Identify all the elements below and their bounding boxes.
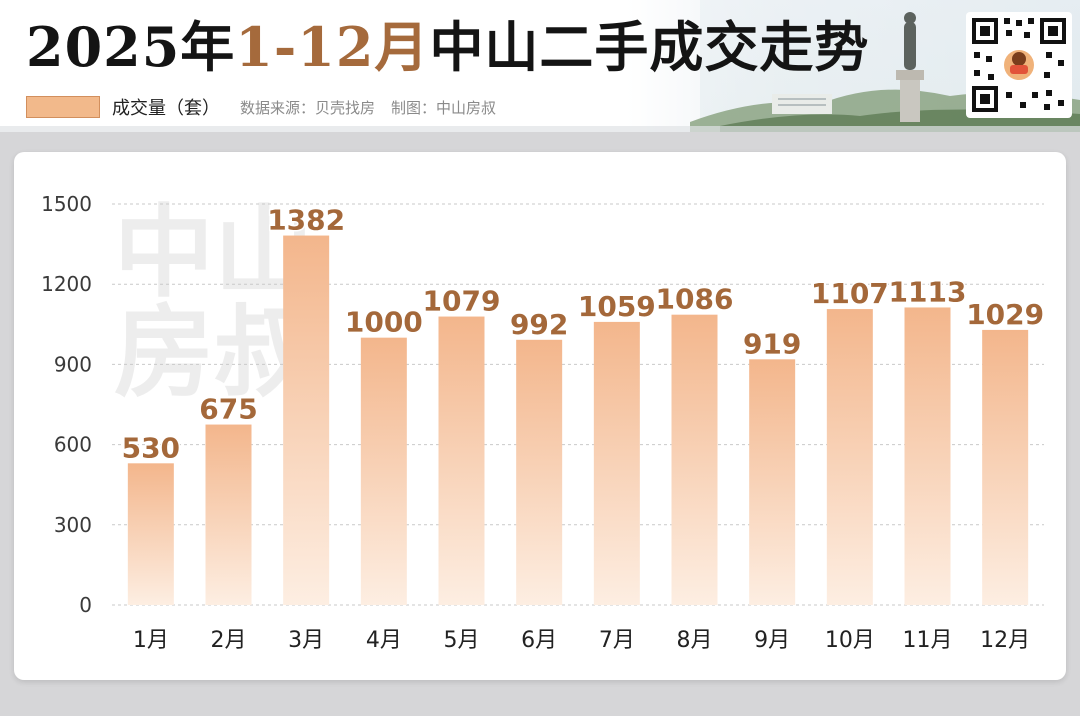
- x-tick-label: 12月: [980, 628, 1030, 653]
- y-tick-label: 0: [79, 593, 92, 617]
- x-tick-label: 1月: [133, 628, 169, 653]
- legend: 成交量（套） 数据来源：贝壳找房 制图：中山房叔: [26, 94, 512, 120]
- data-label: 919: [743, 327, 801, 360]
- bar: [749, 359, 796, 605]
- x-tick-label: 6月: [521, 628, 557, 653]
- bar: [982, 329, 1029, 605]
- x-tick-label: 3月: [288, 628, 324, 653]
- page-title: 2025年1-12月中山二手成交走势: [26, 14, 869, 80]
- x-tick-label: 10月: [825, 628, 875, 653]
- data-label: 1086: [656, 283, 734, 316]
- data-label: 1059: [578, 290, 656, 323]
- y-tick-label: 600: [54, 433, 92, 457]
- legend-label: 成交量（套）: [112, 98, 220, 119]
- bar: [826, 309, 873, 605]
- chart-maker: 制图：中山房叔: [391, 98, 497, 117]
- chart-card: 中山 房叔 0 300 600 900 1200 1500 530 1月 675 2月 1382 3…: [14, 152, 1066, 680]
- title-year: 2025年: [26, 15, 236, 79]
- x-tick-label: 2月: [211, 628, 247, 653]
- bar: [593, 321, 640, 605]
- y-tick-label: 900: [54, 352, 92, 376]
- bar: [904, 307, 951, 605]
- data-source: 数据来源：贝壳找房: [240, 98, 376, 117]
- legend-swatch: [26, 96, 100, 118]
- data-label: 1107: [811, 277, 889, 310]
- title-months: 1-12月: [235, 15, 430, 79]
- title-subject: 中山二手成交走势: [429, 15, 870, 79]
- data-label: 675: [199, 393, 257, 426]
- bar-chart: 0 300 600 900 1200 1500 530 1月 675 2月 1382 3月 1000 4…: [41, 192, 1046, 653]
- x-tick-label: 5月: [444, 628, 480, 653]
- data-label: 1382: [267, 204, 345, 237]
- x-tick-label: 4月: [366, 628, 402, 653]
- data-label: 530: [122, 431, 180, 464]
- data-label: 1079: [423, 285, 501, 318]
- x-tick-label: 11月: [903, 628, 953, 653]
- data-label: 992: [510, 308, 568, 341]
- x-tick-label: 7月: [599, 628, 635, 653]
- x-tick-label: 8月: [677, 628, 713, 653]
- data-label: 1000: [345, 306, 423, 339]
- header: 2025年1-12月中山二手成交走势 成交量（套） 数据来源：贝壳找房 制图：中…: [0, 0, 1080, 132]
- bar: [205, 424, 252, 605]
- data-label: 1113: [889, 275, 967, 308]
- y-tick-label: 1500: [41, 192, 92, 216]
- x-tick-label: 9月: [754, 628, 790, 653]
- bar: [283, 235, 330, 605]
- bar: [671, 314, 718, 605]
- watermark-line2: 房叔: [114, 293, 314, 411]
- bar: [127, 463, 174, 605]
- y-tick-label: 300: [54, 513, 92, 537]
- bar: [438, 316, 485, 605]
- qr-code-icon: [966, 12, 1072, 118]
- y-tick-label: 1200: [41, 272, 92, 296]
- data-label: 1029: [966, 298, 1044, 331]
- bar: [360, 337, 407, 605]
- watermark-line1: 中山: [114, 193, 314, 311]
- bar: [516, 339, 563, 605]
